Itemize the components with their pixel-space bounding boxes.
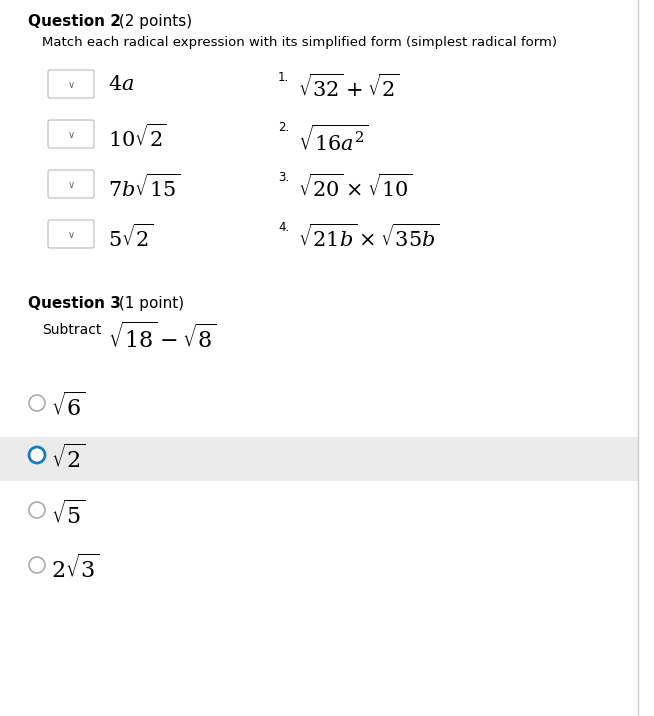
Circle shape: [29, 557, 45, 573]
FancyBboxPatch shape: [48, 220, 94, 248]
Text: $\sqrt{6}$: $\sqrt{6}$: [51, 392, 86, 420]
Text: ∨: ∨: [67, 180, 75, 190]
Text: $10\sqrt{2}$: $10\sqrt{2}$: [108, 124, 167, 151]
Text: ∨: ∨: [67, 230, 75, 240]
Text: ∨: ∨: [67, 130, 75, 140]
FancyBboxPatch shape: [48, 70, 94, 98]
Text: $7b\sqrt{15}$: $7b\sqrt{15}$: [108, 174, 181, 201]
Circle shape: [29, 395, 45, 411]
Text: $\sqrt{21b}\times\sqrt{35b}$: $\sqrt{21b}\times\sqrt{35b}$: [298, 224, 439, 251]
Circle shape: [29, 502, 45, 518]
Text: (1 point): (1 point): [114, 296, 184, 311]
Text: ∨: ∨: [67, 80, 75, 90]
Text: 3.: 3.: [278, 171, 289, 184]
Text: $\sqrt{5}$: $\sqrt{5}$: [51, 499, 86, 528]
Text: $\sqrt{20}\times\sqrt{10}$: $\sqrt{20}\times\sqrt{10}$: [298, 174, 413, 201]
Text: $\sqrt{18}-\sqrt{8}$: $\sqrt{18}-\sqrt{8}$: [108, 321, 217, 352]
Circle shape: [29, 447, 45, 463]
Text: $\sqrt{16a^2}$: $\sqrt{16a^2}$: [298, 124, 369, 155]
Text: 1.: 1.: [278, 71, 289, 84]
Text: 4.: 4.: [278, 221, 289, 234]
Text: $\sqrt{32}+\sqrt{2}$: $\sqrt{32}+\sqrt{2}$: [298, 74, 400, 102]
Text: $2\sqrt{3}$: $2\sqrt{3}$: [51, 554, 99, 582]
Text: $\sqrt{2}$: $\sqrt{2}$: [51, 444, 86, 473]
Text: Subtract: Subtract: [42, 323, 101, 337]
FancyBboxPatch shape: [48, 170, 94, 198]
FancyBboxPatch shape: [48, 120, 94, 148]
Text: $5\sqrt{2}$: $5\sqrt{2}$: [108, 224, 154, 251]
Text: Question 2: Question 2: [28, 14, 121, 29]
Text: 2.: 2.: [278, 121, 289, 134]
Bar: [0, 437, 638, 481]
Text: $4a$: $4a$: [108, 74, 134, 94]
Text: (2 points): (2 points): [114, 14, 192, 29]
Text: Match each radical expression with its simplified form (simplest radical form): Match each radical expression with its s…: [42, 36, 557, 49]
Text: Question 3: Question 3: [28, 296, 121, 311]
